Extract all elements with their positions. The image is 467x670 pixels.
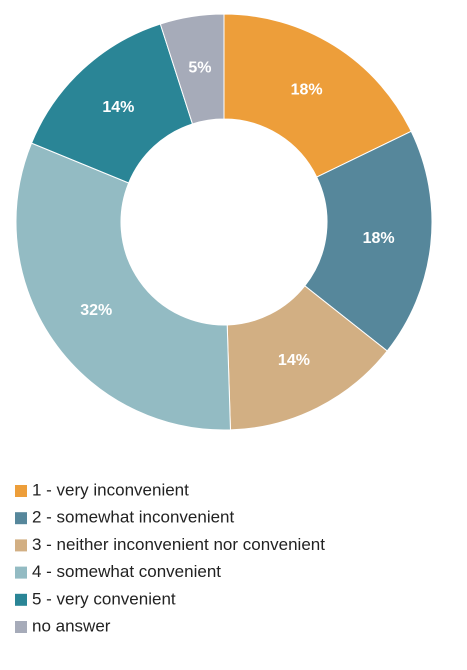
data-label: 18% (291, 81, 323, 98)
legend-swatch (15, 539, 27, 552)
donut-slice (15, 142, 231, 431)
data-label: 18% (363, 230, 395, 247)
legend-label: 1 - very inconvenient (32, 480, 189, 499)
legend-swatch (15, 593, 27, 606)
legend-label: 2 - somewhat inconvenient (32, 508, 235, 527)
legend-label: 3 - neither inconvenient nor convenient (32, 535, 325, 554)
data-label: 32% (80, 302, 112, 319)
legend-label: 5 - very convenient (32, 589, 176, 608)
legend-swatch (15, 512, 27, 525)
legend-swatch (15, 566, 27, 579)
donut-slice (223, 13, 412, 178)
data-label: 14% (278, 352, 310, 369)
data-label: 14% (102, 99, 134, 116)
legend-label: 4 - somewhat convenient (32, 562, 221, 581)
donut-slice (304, 130, 433, 352)
donut-slice (159, 13, 225, 125)
donut-slice (226, 285, 388, 431)
legend-swatch (15, 621, 27, 633)
donut-slice (30, 23, 194, 184)
legend-swatch (15, 485, 27, 497)
legend-label: no answer (32, 616, 111, 635)
data-label: 5% (188, 60, 211, 77)
